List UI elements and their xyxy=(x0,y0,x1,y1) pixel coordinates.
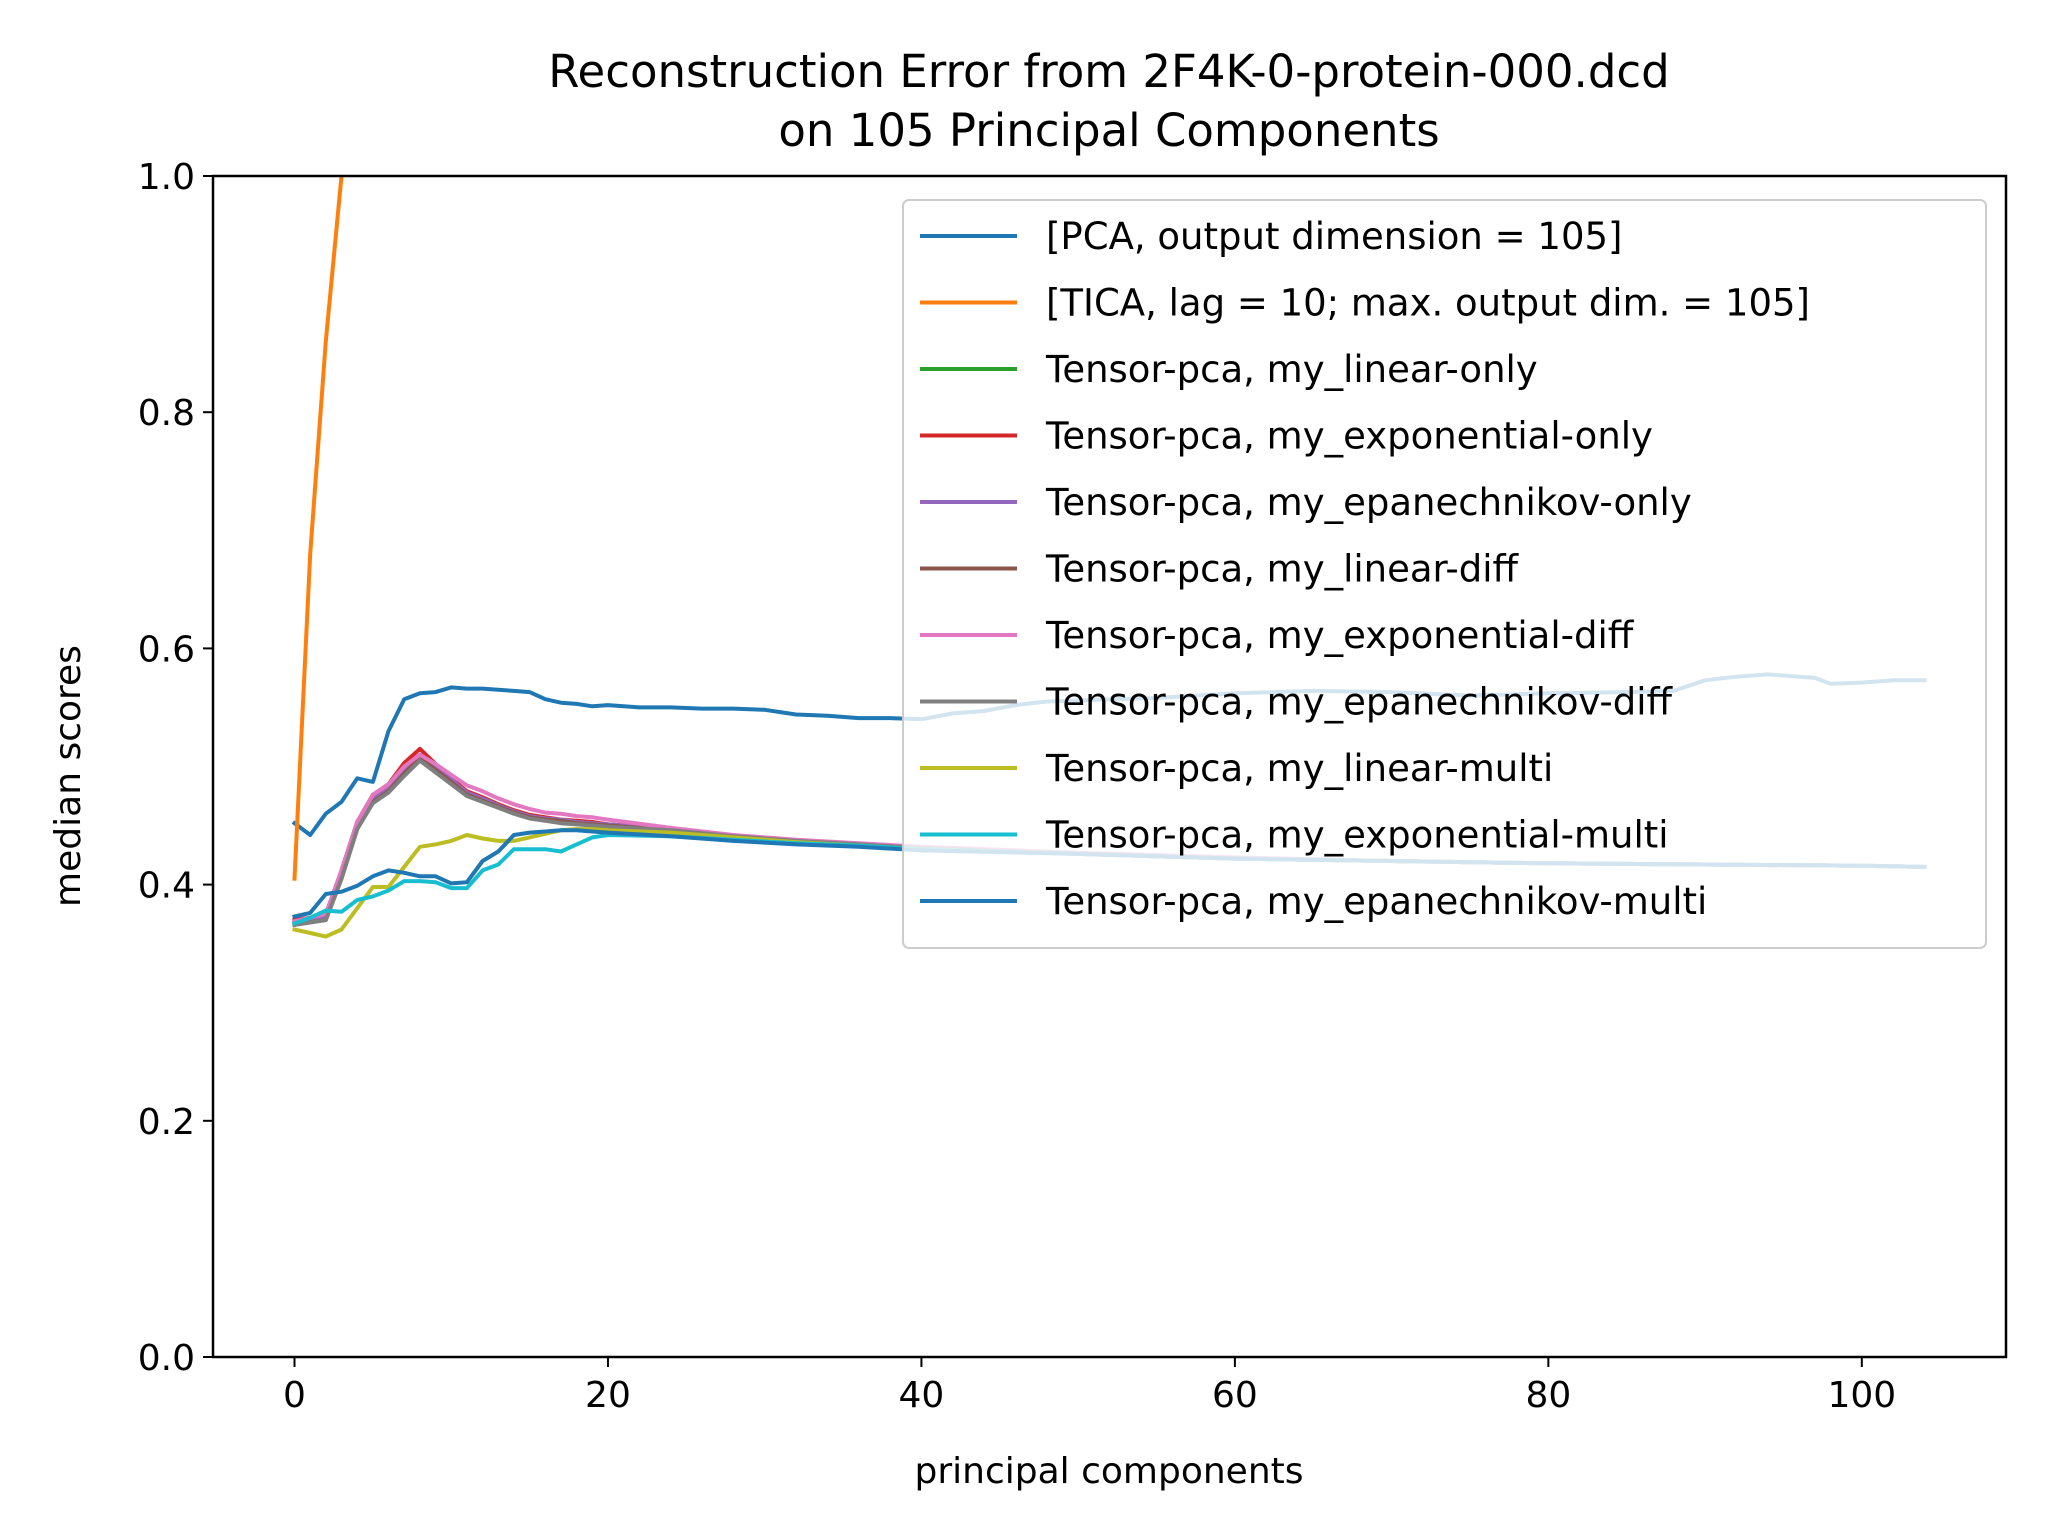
legend-label: [TICA, lag = 10; max. output dim. = 105] xyxy=(1046,282,1810,325)
x-tick-label: 100 xyxy=(1827,1375,1896,1416)
x-tick-label: 60 xyxy=(1212,1375,1258,1416)
y-axis-label: median scores xyxy=(48,645,89,907)
x-tick-label: 80 xyxy=(1525,1375,1571,1416)
x-tick-label: 0 xyxy=(283,1375,306,1416)
y-tick-label: 1.0 xyxy=(138,157,195,198)
legend-label: Tensor-pca, my_linear-multi xyxy=(1045,747,1553,790)
y-tick-label: 0.8 xyxy=(138,393,195,434)
chart-subtitle: on 105 Principal Components xyxy=(778,104,1439,157)
legend-label: Tensor-pca, my_epanechnikov-multi xyxy=(1045,880,1707,923)
y-tick-label: 0.4 xyxy=(138,866,195,907)
chart-title: Reconstruction Error from 2F4K-0-protein… xyxy=(548,45,1669,98)
x-axis-label: principal components xyxy=(914,1451,1303,1492)
legend-label: Tensor-pca, my_linear-only xyxy=(1045,348,1538,391)
legend: [PCA, output dimension = 105] [TICA, lag … xyxy=(902,199,1987,949)
legend-frame xyxy=(902,199,1987,949)
legend-label: Tensor-pca, my_exponential-diff xyxy=(1045,614,1635,657)
legend-label: Tensor-pca, my_linear-diff xyxy=(1045,548,1520,591)
series-line-2 xyxy=(292,176,344,881)
y-tick-label: 0.2 xyxy=(138,1102,195,1143)
x-tick-label: 40 xyxy=(899,1375,945,1416)
legend-label: Tensor-pca, my_exponential-only xyxy=(1045,415,1653,458)
axes-layer: 0 20 40 60 80 100 0.0 0.2 0.4 0.6 0.8 1.0 xyxy=(138,157,2008,1416)
legend-label: [PCA, output dimension = 105] xyxy=(1046,215,1622,258)
legend-label: Tensor-pca, my_epanechnikov-only xyxy=(1045,481,1692,524)
legend-label: Tensor-pca, my_epanechnikov-diff xyxy=(1045,681,1674,724)
y-tick-label: 0.0 xyxy=(138,1338,195,1379)
y-tick-label: 0.6 xyxy=(138,629,195,670)
x-tick-label: 20 xyxy=(585,1375,631,1416)
legend-label: Tensor-pca, my_exponential-multi xyxy=(1045,814,1669,857)
plot-frame xyxy=(211,174,2008,1359)
